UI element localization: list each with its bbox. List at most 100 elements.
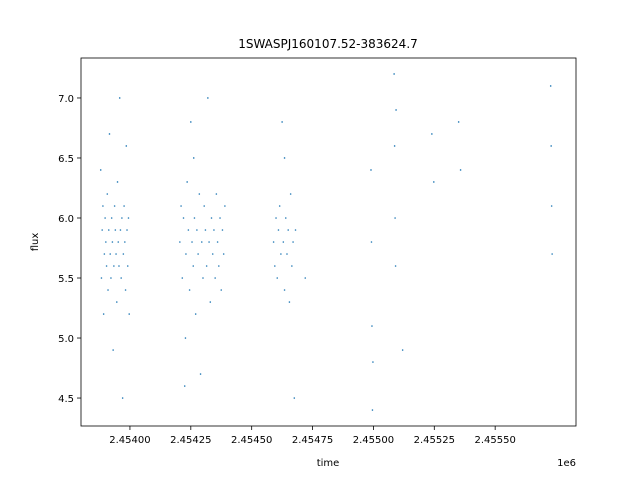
point	[123, 205, 125, 207]
point	[207, 97, 209, 99]
point	[401, 349, 404, 351]
point	[275, 217, 277, 219]
point	[118, 97, 121, 99]
point	[278, 205, 281, 207]
point	[205, 265, 208, 267]
point	[126, 265, 129, 267]
point	[185, 253, 187, 255]
point	[101, 229, 103, 231]
point	[394, 217, 396, 219]
point	[304, 277, 307, 279]
point	[112, 349, 114, 351]
point	[181, 277, 184, 279]
point	[111, 241, 114, 243]
point	[197, 253, 199, 255]
point	[395, 109, 397, 111]
point	[204, 229, 207, 231]
point	[219, 217, 221, 219]
point	[125, 145, 128, 147]
point	[272, 241, 275, 243]
x-tick-label: 2.45500	[353, 435, 394, 446]
point	[293, 397, 296, 399]
point	[122, 253, 125, 255]
point	[200, 241, 203, 243]
point	[371, 409, 374, 411]
point	[371, 325, 373, 327]
point	[457, 121, 460, 123]
point	[120, 277, 122, 279]
y-tick-label: 6.5	[58, 154, 74, 165]
point	[191, 241, 193, 243]
point	[106, 193, 109, 195]
point	[224, 205, 226, 207]
x-offset-label: 1e6	[557, 458, 576, 469]
point	[289, 193, 292, 195]
point	[370, 241, 373, 243]
point	[117, 241, 120, 243]
point	[198, 193, 201, 195]
point	[108, 133, 111, 135]
x-tick-label: 2.45525	[414, 435, 455, 446]
point	[107, 229, 110, 231]
point	[549, 85, 552, 87]
point	[118, 265, 120, 267]
point	[113, 205, 116, 207]
point	[210, 217, 213, 219]
point	[186, 181, 188, 183]
x-tick-label: 2.45400	[109, 435, 150, 446]
point	[194, 313, 197, 315]
point	[288, 301, 291, 303]
point	[109, 253, 112, 255]
point	[114, 229, 117, 231]
point	[121, 397, 124, 399]
point	[393, 73, 395, 75]
point	[126, 229, 128, 231]
point	[216, 241, 219, 243]
point	[431, 133, 433, 135]
point	[209, 301, 212, 303]
y-tick-label: 5.0	[58, 334, 74, 345]
point	[121, 217, 123, 219]
point	[213, 229, 215, 231]
point	[124, 289, 127, 291]
point	[550, 205, 553, 207]
y-tick-label: 7.0	[58, 94, 74, 105]
point	[104, 217, 106, 219]
x-tick-label: 2.45475	[292, 435, 333, 446]
point	[222, 253, 225, 255]
point	[105, 265, 108, 267]
point	[214, 277, 216, 279]
point	[180, 205, 182, 207]
point	[99, 169, 102, 171]
point	[283, 289, 286, 291]
point	[211, 253, 214, 255]
point	[115, 253, 117, 255]
point	[202, 277, 204, 279]
point	[183, 385, 186, 387]
point	[187, 229, 190, 231]
point	[294, 229, 297, 231]
point	[124, 241, 126, 243]
point	[110, 217, 113, 219]
point	[277, 229, 280, 231]
point	[103, 253, 106, 255]
point	[190, 121, 192, 123]
point	[282, 241, 285, 243]
chart-title: 1SWASPJ160107.52-383624.7	[238, 37, 418, 51]
x-tick-label: 2.45550	[474, 435, 515, 446]
point	[105, 241, 107, 243]
x-tick-label: 2.45425	[170, 435, 211, 446]
plot-frame	[80, 57, 577, 427]
point	[218, 265, 220, 267]
point	[196, 229, 198, 231]
point	[199, 373, 202, 375]
point	[116, 181, 119, 183]
point	[182, 217, 185, 219]
point	[372, 361, 374, 363]
point	[128, 313, 131, 315]
point	[203, 205, 206, 207]
point	[184, 337, 187, 339]
point	[102, 313, 105, 315]
point	[208, 241, 210, 243]
